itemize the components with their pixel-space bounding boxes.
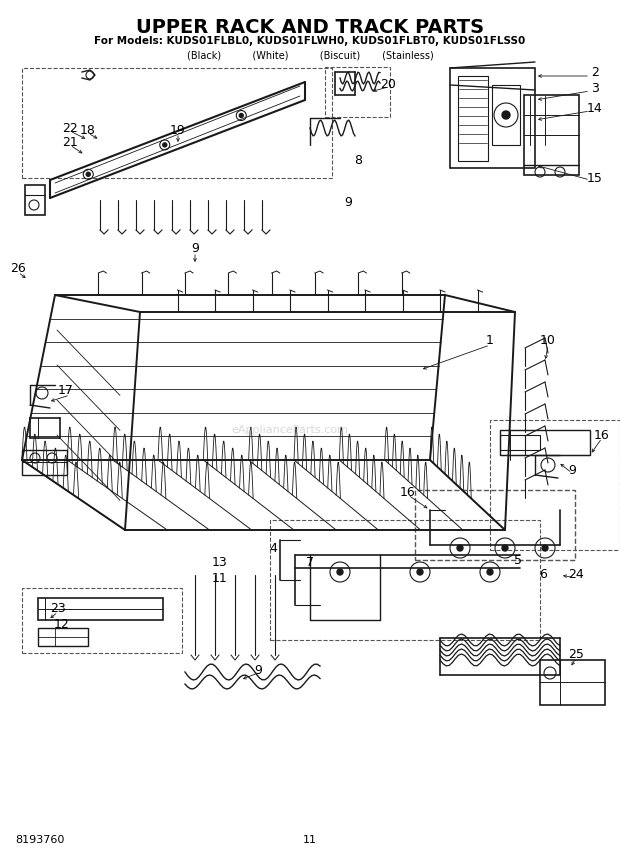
Circle shape (457, 545, 463, 551)
Bar (500, 435, 540, 450)
Bar (540, 660, 605, 705)
Bar (458, 76, 488, 161)
Circle shape (86, 172, 91, 176)
Bar (38, 598, 163, 620)
Text: 21: 21 (62, 135, 78, 148)
Bar (25, 185, 45, 215)
Text: 19: 19 (170, 123, 186, 136)
Text: 8193760: 8193760 (15, 835, 64, 845)
Text: 3: 3 (591, 81, 599, 94)
Text: 12: 12 (54, 619, 70, 632)
Text: UPPER RACK AND TRACK PARTS: UPPER RACK AND TRACK PARTS (136, 18, 484, 37)
Bar (524, 95, 579, 175)
Bar (22, 450, 67, 475)
Text: 15: 15 (587, 171, 603, 185)
Text: 22: 22 (62, 122, 78, 134)
Bar (490, 420, 620, 550)
Text: 5: 5 (514, 554, 522, 567)
Text: 16: 16 (594, 429, 610, 442)
Circle shape (337, 569, 343, 575)
Circle shape (502, 111, 510, 119)
Text: 18: 18 (80, 123, 96, 136)
Bar (450, 68, 535, 168)
Text: 26: 26 (10, 261, 26, 275)
Bar (38, 628, 88, 646)
Bar (415, 490, 575, 560)
Text: 8: 8 (354, 153, 362, 167)
Circle shape (417, 569, 423, 575)
Text: 7: 7 (306, 556, 314, 568)
Bar (22, 68, 332, 178)
Text: (Black)          (White)          (Biscuit)       (Stainless): (Black) (White) (Biscuit) (Stainless) (187, 50, 433, 60)
Bar (500, 430, 590, 455)
Text: 13: 13 (212, 556, 228, 568)
Text: 23: 23 (50, 602, 66, 615)
Text: 2: 2 (591, 66, 599, 79)
Text: 11: 11 (212, 572, 228, 585)
Text: 9: 9 (344, 195, 352, 209)
Bar (22, 588, 182, 653)
Text: 25: 25 (568, 649, 584, 662)
Circle shape (542, 545, 548, 551)
Text: 20: 20 (380, 78, 396, 91)
Circle shape (502, 545, 508, 551)
Text: 9: 9 (191, 241, 199, 254)
Text: 24: 24 (568, 568, 584, 581)
Text: For Models: KUDS01FLBL0, KUDS01FLWH0, KUDS01FLBT0, KUDS01FLSS0: For Models: KUDS01FLBL0, KUDS01FLWH0, KU… (94, 36, 526, 46)
Text: 16: 16 (400, 485, 416, 498)
Text: 9: 9 (254, 663, 262, 676)
Text: 6: 6 (539, 568, 547, 580)
Circle shape (487, 569, 493, 575)
Text: eApplianceParts.com: eApplianceParts.com (231, 425, 348, 435)
Bar (325, 67, 390, 117)
Text: 17: 17 (58, 383, 74, 396)
Text: 1: 1 (486, 334, 494, 347)
Text: 14: 14 (587, 102, 603, 115)
Text: 9: 9 (568, 463, 576, 477)
Text: 11: 11 (303, 835, 317, 845)
Bar (492, 85, 520, 145)
Circle shape (239, 114, 243, 117)
Bar (270, 520, 540, 640)
Text: 4: 4 (269, 542, 277, 555)
Circle shape (162, 143, 167, 147)
Text: 10: 10 (540, 334, 556, 347)
